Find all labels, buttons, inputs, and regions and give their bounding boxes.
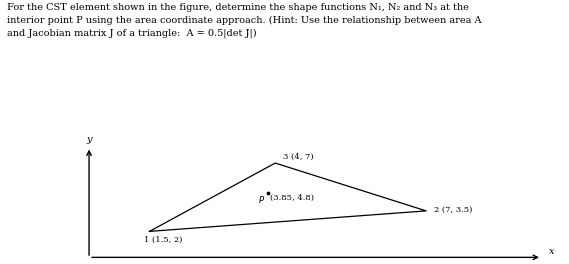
Text: 1 (1.5, 2): 1 (1.5, 2) (145, 236, 183, 244)
Text: (3.85, 4.8): (3.85, 4.8) (270, 194, 314, 202)
Text: 2 (7, 3.5): 2 (7, 3.5) (434, 206, 472, 214)
Text: $\it{P}$: $\it{P}$ (258, 194, 265, 205)
Text: For the CST element shown in the figure, determine the shape functions N₁, N₂ an: For the CST element shown in the figure,… (7, 3, 482, 38)
Text: 3 (4, 7): 3 (4, 7) (283, 153, 314, 161)
Text: x: x (550, 247, 555, 256)
Text: y: y (86, 135, 92, 144)
